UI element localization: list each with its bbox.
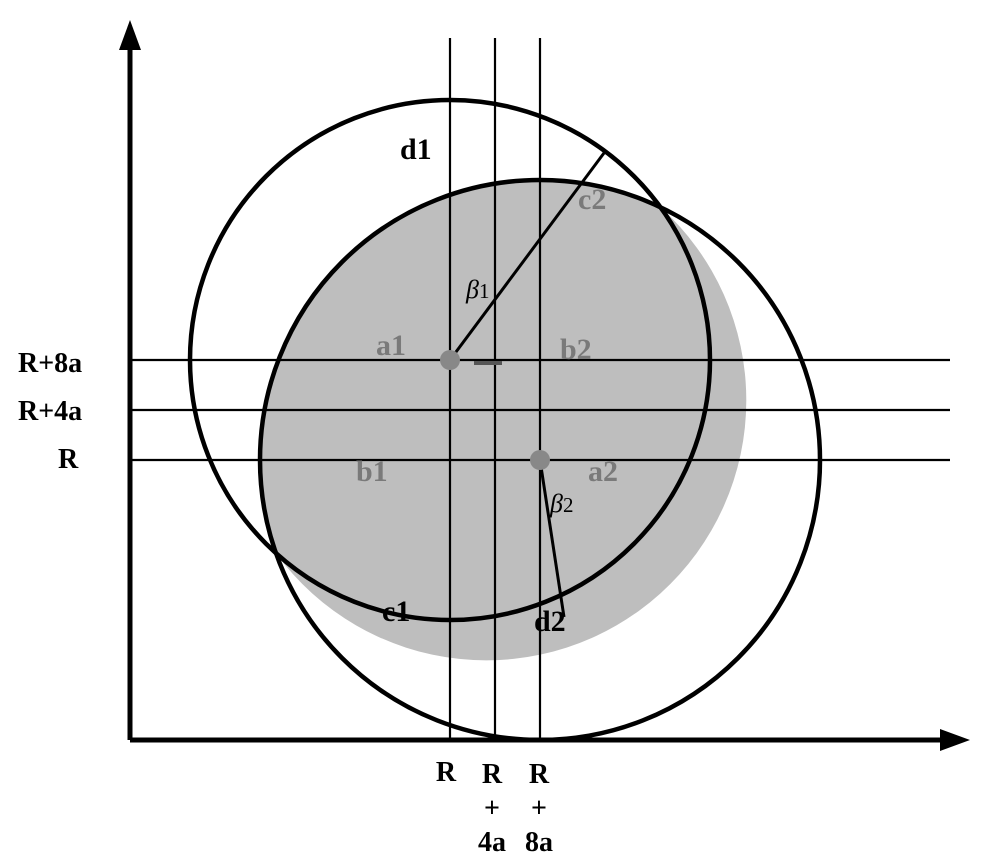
x-axis-arrow-icon [940, 729, 970, 751]
x-tick-label: R+4a [478, 758, 506, 860]
angle-label-beta1: β1 [466, 275, 489, 305]
diagram-svg [0, 0, 1000, 857]
point-label-d1: d1 [400, 133, 432, 167]
y-axis-arrow-icon [119, 20, 141, 50]
y-tick-label: R+8a [18, 348, 82, 380]
point-label-c2: c2 [578, 183, 606, 217]
point-label-a1: a1 [376, 329, 406, 363]
angle-label-beta2: β2 [550, 489, 573, 519]
point-a1 [440, 350, 460, 370]
point-a2 [530, 450, 550, 470]
point-label-d2: d2 [534, 605, 566, 639]
point-label-b1: b1 [356, 455, 388, 489]
point-label-b2: b2 [560, 333, 592, 367]
y-tick-label: R [58, 444, 78, 476]
y-tick-label: R+4a [18, 396, 82, 428]
intersection-region [260, 180, 746, 660]
diagram-stage: R+8a R+4a R R R+4a R+8a d1 c2 a1 b2 b1 a2 c1 d2 β1 β2 [0, 0, 1000, 857]
x-tick-label: R+8a [525, 758, 553, 860]
point-label-a2: a2 [588, 455, 618, 489]
x-tick-label: R [436, 758, 456, 788]
point-label-c1: c1 [382, 595, 410, 629]
